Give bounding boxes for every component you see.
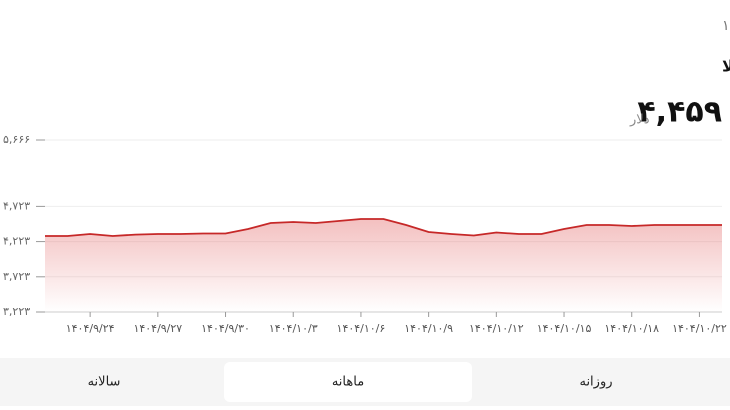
line (45, 218, 722, 237)
x-tick-label: ۱۴۰۴/۱۰/۶ (337, 322, 386, 335)
price-unit: دلار (629, 113, 650, 128)
y-tick-label: ۳,۲۲۳ (3, 305, 30, 318)
x-tick-label: ۱۴۰۴/۱۰/۱۵ (537, 322, 592, 335)
area (45, 219, 722, 312)
y-tick-label: ۴,۲۲۳ (3, 235, 30, 248)
x-tick-label: ۱۴۰۴/۹/۲۴ (66, 322, 115, 335)
x-tick-label: ۱۴۰۴/۱۰/۲۲ (672, 322, 727, 335)
y-tick-label: ۵,۶۶۶ (3, 133, 30, 146)
asset-title: انس طلا (722, 57, 730, 76)
y-tick-label: ۴,۷۲۳ (3, 199, 30, 212)
tab[interactable]: سالانه (88, 375, 121, 390)
x-tick-label: ۱۴۰۴/۱۰/۱۸ (604, 322, 659, 335)
x-tick-label: ۱۴۰۴/۱۰/۱۲ (469, 322, 524, 335)
tab[interactable]: ماهانه (332, 375, 364, 390)
price: ۴,۴۵۹ (637, 95, 722, 130)
x-tick-label: ۱۴۰۴/۱۰/۹ (404, 322, 453, 335)
x-tick-label: ۱۴۰۴/۱۰/۳ (269, 322, 318, 335)
x-tick-label: ۱۴۰۴/۹/۳۰ (201, 322, 250, 335)
tab-selected-bg (224, 362, 472, 402)
x-tick-label: ۱۴۰۴/۹/۲۷ (133, 322, 182, 335)
datetime: ۲۲ دی . ساعت ۱۰:۲۷ (722, 18, 730, 34)
tab[interactable]: روزانه (579, 375, 612, 390)
y-tick-label: ۳,۷۲۳ (3, 270, 30, 283)
